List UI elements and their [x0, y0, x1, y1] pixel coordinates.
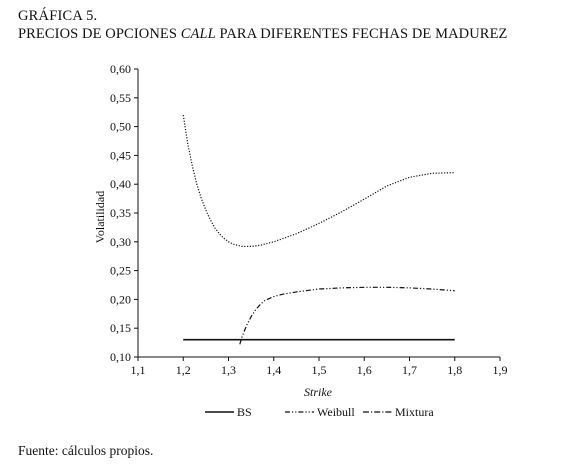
- x-tick-label: 1,7: [402, 363, 417, 377]
- figure-label: GRÁFICA 5.: [18, 8, 98, 24]
- legend-label-mixtura: Mixtura: [395, 405, 434, 419]
- title-part-1: PRECIOS DE OPCIONES: [18, 26, 181, 42]
- x-tick-label: 1,5: [312, 363, 327, 377]
- series-line-mixtura: [182, 114, 455, 248]
- x-tick-label: 1,2: [176, 363, 191, 377]
- y-tick-label: 0,50: [110, 120, 131, 134]
- y-tick-label: 0,10: [110, 350, 131, 364]
- y-tick-label: 0,20: [110, 292, 131, 306]
- chart-legend: BS Weibull Mixtura: [205, 405, 434, 419]
- x-tick-label: 1,1: [131, 363, 146, 377]
- y-tick-label: 0,25: [110, 264, 131, 278]
- figure-title: PRECIOS DE OPCIONES CALL PARA DIFERENTES…: [18, 26, 508, 43]
- x-tick-label: 1,6: [357, 363, 372, 377]
- x-tick-label: 1,9: [493, 363, 508, 377]
- y-tick-label: 0,15: [110, 321, 131, 335]
- title-part-italic: CALL: [180, 26, 216, 42]
- legend-label-weibull: Weibull: [317, 405, 355, 419]
- x-tick-label: 1,8: [447, 363, 462, 377]
- series-line-weibull: [239, 286, 455, 345]
- legend-label-bs: BS: [237, 405, 252, 419]
- y-tick-label: 0,40: [110, 177, 131, 191]
- title-part-2: PARA DIFERENTES FECHAS DE MADUREZ: [215, 26, 508, 42]
- y-tick-label: 0,45: [110, 148, 131, 162]
- chart-ticks: 0,10 0,15 0,20 0,25 0,30 0,35 0,40 0,45 0,50 0,55…: [110, 62, 508, 377]
- chart-axes: [137, 69, 500, 358]
- y-tick-label: 0,30: [110, 235, 131, 249]
- y-tick-label: 0,35: [110, 206, 131, 220]
- y-axis-title: Volatilidad: [93, 191, 107, 243]
- source-note: Fuente: cálculos propios.: [18, 443, 154, 458]
- y-tick-label: 0,55: [110, 91, 131, 105]
- x-tick-label: 1,4: [266, 363, 281, 377]
- x-tick-label: 1,3: [221, 363, 236, 377]
- y-tick-label: 0,60: [110, 62, 131, 76]
- x-axis-title: Strike: [304, 385, 333, 399]
- chart-series: [182, 114, 455, 345]
